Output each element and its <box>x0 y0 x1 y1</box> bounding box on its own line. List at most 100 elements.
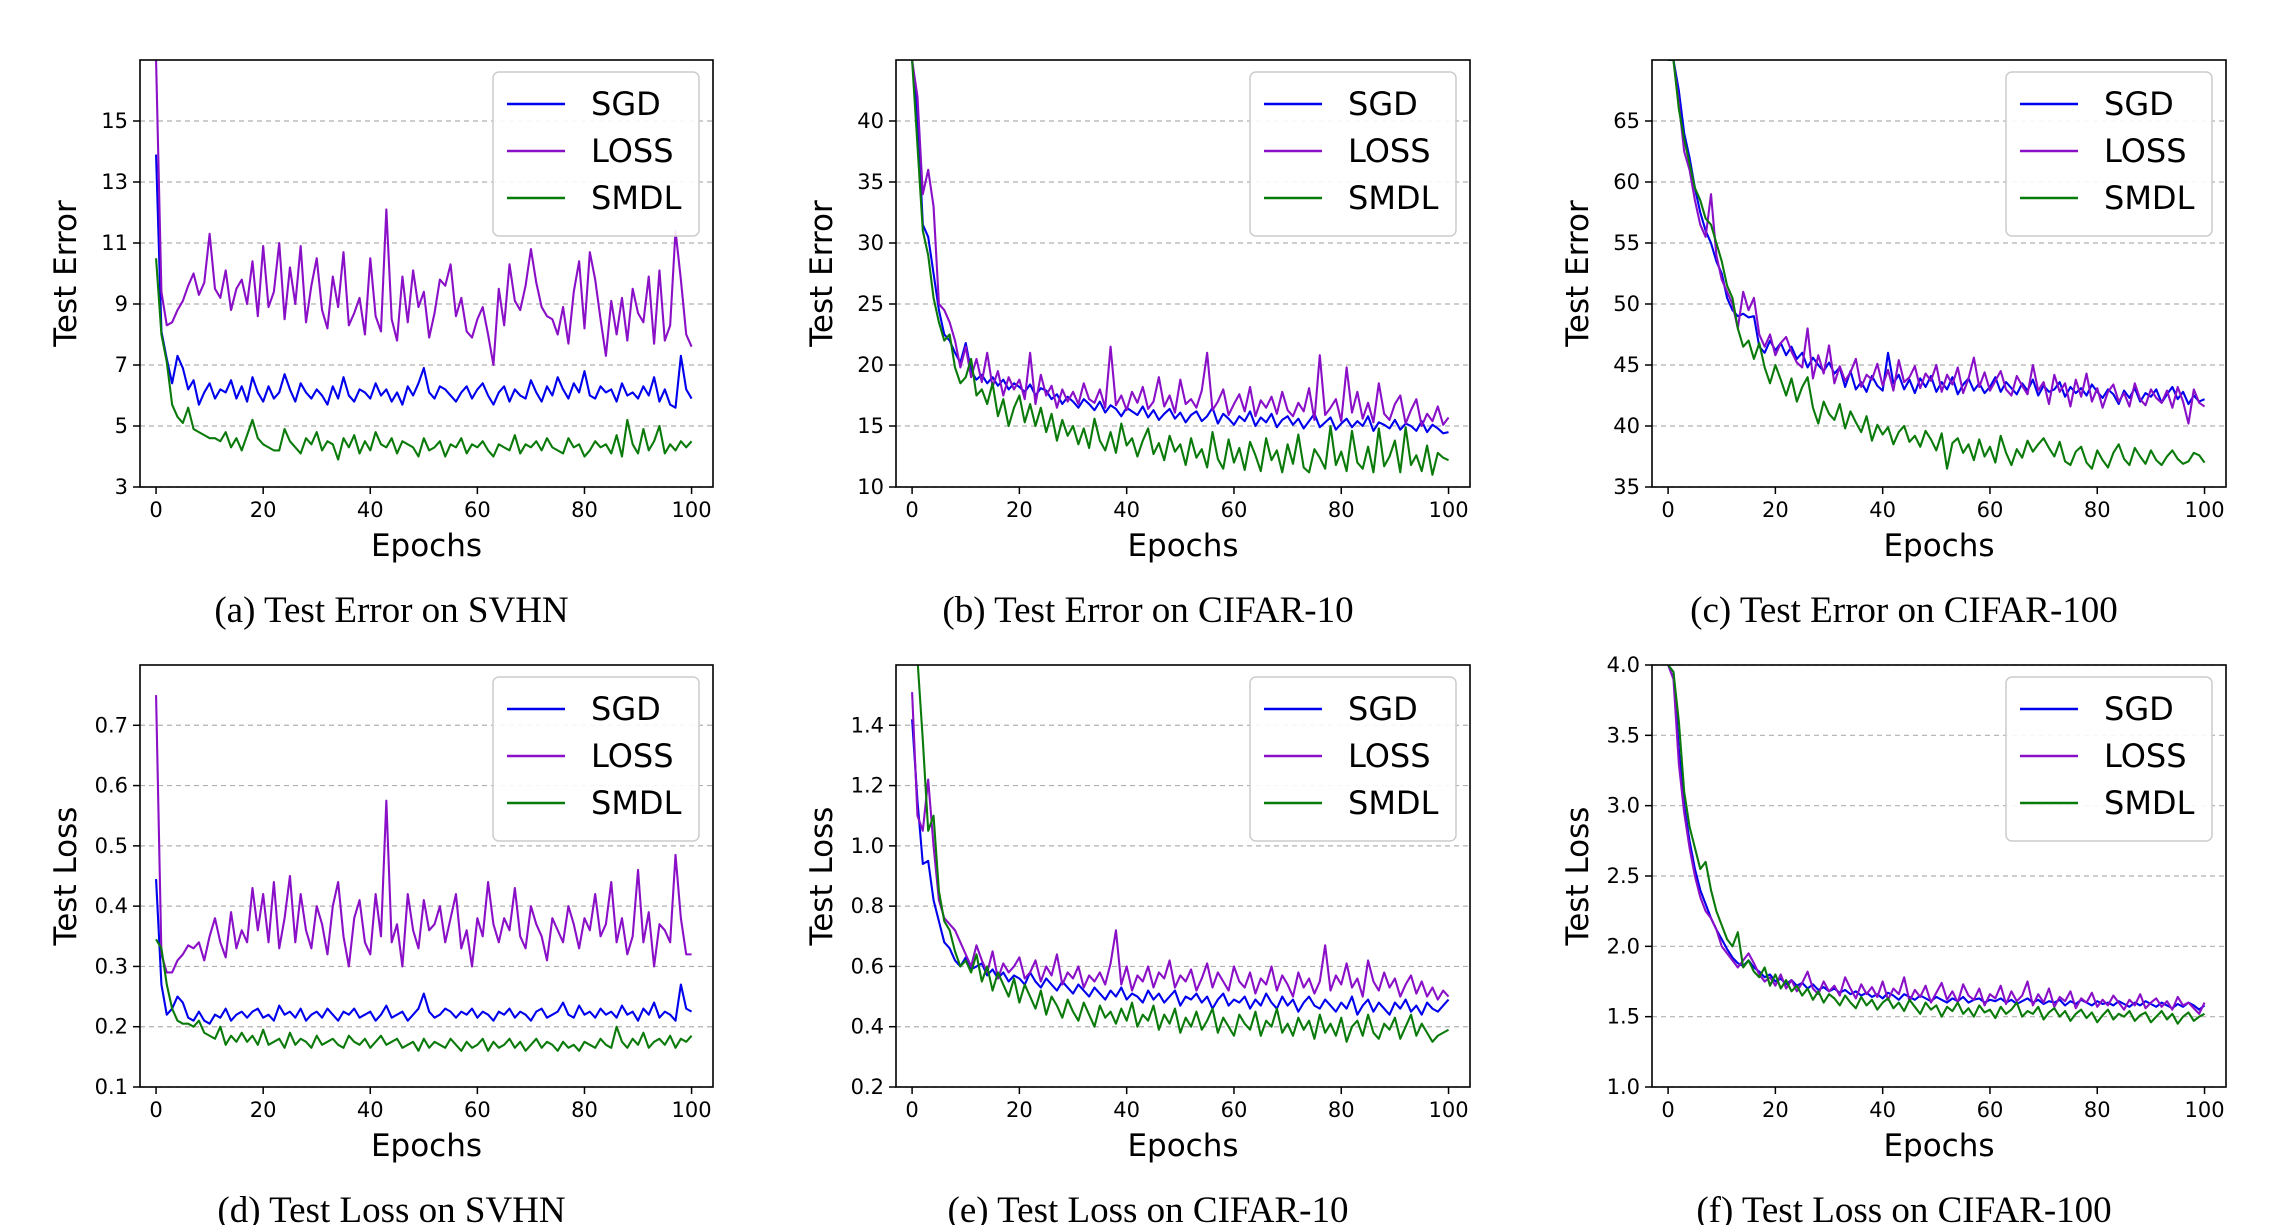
legend-box <box>2005 676 2213 842</box>
x-tick-label: 0 <box>905 498 918 522</box>
x-tick-label: 100 <box>1428 498 1468 522</box>
x-tick-label: 20 <box>1762 1098 1789 1122</box>
x-tick-label: 100 <box>1428 1098 1468 1122</box>
x-tick-label: 40 <box>1113 498 1140 522</box>
y-tick-label: 20 <box>857 353 884 377</box>
y-tick-label: 5 <box>115 414 128 438</box>
x-tick-label: 40 <box>1869 1098 1896 1122</box>
legend-label-loss: LOSS <box>2104 737 2187 775</box>
series-line-smdl <box>1668 60 2206 470</box>
legend-label-sgd: SGD <box>591 85 661 123</box>
y-tick-label: 0.6 <box>95 774 128 798</box>
series-line-sgd <box>1668 60 2205 406</box>
x-axis-label: Epochs <box>1883 528 1994 564</box>
x-tick-label: 80 <box>571 498 598 522</box>
y-tick-label: 4.0 <box>1607 653 1640 677</box>
x-axis-label: Epochs <box>1883 1128 1994 1164</box>
series-line-loss <box>1667 665 2206 1015</box>
legend-label-smdl: SMDL <box>1348 784 1439 822</box>
y-tick-label: 2.5 <box>1607 864 1640 888</box>
legend-label-sgd: SGD <box>2104 85 2174 123</box>
x-axis-label: Epochs <box>371 528 482 564</box>
chart-panel-2: 10 15 20 25 30 35 40 0 20 40 60 80 100 Epochs Test Err… <box>804 59 1471 631</box>
x-tick-label: 20 <box>1762 498 1789 522</box>
y-tick-label: 35 <box>857 170 884 194</box>
x-tick-label: 100 <box>672 1098 712 1122</box>
series-line-smdl <box>1667 665 2206 1025</box>
x-tick-label: 0 <box>149 498 162 522</box>
y-tick-label: 35 <box>1613 475 1640 499</box>
series-line-loss <box>911 60 1450 428</box>
x-tick-label: 100 <box>2184 1098 2224 1122</box>
x-tick-label: 60 <box>1977 1098 2004 1122</box>
chart-panel-1: 3 5 7 9 11 13 15 0 20 40 60 80 100 Epochs Test Error SG… <box>48 59 714 631</box>
x-tick-label: 80 <box>1328 498 1355 522</box>
x-tick-label: 60 <box>464 498 491 522</box>
series-line-smdl <box>911 60 1449 476</box>
x-tick-label: 60 <box>1221 498 1248 522</box>
legend-label-smdl: SMDL <box>2104 179 2195 217</box>
x-tick-label: 20 <box>1006 498 1033 522</box>
y-axis-label: Test Loss <box>1560 807 1596 947</box>
y-tick-label: 60 <box>1613 170 1640 194</box>
y-tick-label: 0.4 <box>95 894 128 918</box>
y-tick-label: 3 <box>115 475 128 499</box>
legend-box <box>1249 71 1457 237</box>
x-tick-label: 80 <box>2084 498 2111 522</box>
legend-label-smdl: SMDL <box>591 179 682 217</box>
legend-box <box>2005 71 2213 237</box>
series-line-loss <box>155 60 693 367</box>
y-tick-label: 2.0 <box>1607 934 1640 958</box>
series-line-loss <box>155 695 692 974</box>
x-tick-label: 0 <box>149 1098 162 1122</box>
y-tick-label: 0.6 <box>851 954 884 978</box>
series-line-sgd <box>911 60 1449 435</box>
x-tick-label: 80 <box>1328 1098 1355 1122</box>
x-tick-label: 80 <box>2084 1098 2111 1122</box>
y-tick-label: 1.5 <box>1607 1005 1640 1029</box>
legend-label-sgd: SGD <box>1348 85 1418 123</box>
y-tick-label: 45 <box>1613 353 1640 377</box>
axes-frame <box>895 59 1471 488</box>
y-tick-label: 0.7 <box>95 713 128 737</box>
axes-frame <box>1651 664 2227 1088</box>
x-axis-label: Epochs <box>1127 528 1238 564</box>
x-tick-label: 20 <box>1006 1098 1033 1122</box>
series-line-sgd <box>155 154 693 409</box>
x-tick-label: 100 <box>2184 498 2224 522</box>
legend-label-sgd: SGD <box>591 690 661 728</box>
y-tick-label: 1.4 <box>851 713 884 737</box>
x-tick-label: 40 <box>357 1098 384 1122</box>
y-tick-label: 13 <box>101 170 128 194</box>
y-tick-label: 30 <box>857 231 884 255</box>
x-tick-label: 40 <box>1113 1098 1140 1122</box>
y-tick-label: 11 <box>101 231 128 255</box>
x-tick-label: 60 <box>1221 1098 1248 1122</box>
panel-caption: (c) Test Error on CIFAR-100 <box>1690 590 2118 631</box>
series-line-sgd <box>911 719 1450 1016</box>
series-line-loss <box>1668 60 2206 425</box>
legend-box <box>492 71 700 237</box>
x-tick-label: 20 <box>250 498 277 522</box>
y-tick-label: 40 <box>1613 414 1640 438</box>
panel-caption: (d) Test Loss on SVHN <box>217 1190 565 1225</box>
legend-label-sgd: SGD <box>1348 690 1418 728</box>
legend-label-smdl: SMDL <box>2104 784 2195 822</box>
series-line-smdl <box>155 938 693 1052</box>
legend-box <box>492 676 700 842</box>
y-tick-label: 3.5 <box>1607 723 1640 747</box>
chart-panel-4: 0.1 0.2 0.3 0.4 0.5 0.6 0.7 0 20 40 60 80 100 Epochs T… <box>48 664 714 1225</box>
y-tick-label: 55 <box>1613 231 1640 255</box>
panel-caption: (a) Test Error on SVHN <box>214 590 568 631</box>
x-tick-label: 20 <box>250 1098 277 1122</box>
y-tick-label: 15 <box>101 109 128 133</box>
series-line-loss <box>911 692 1450 1001</box>
series-line-sgd <box>155 878 693 1025</box>
legend-label-loss: LOSS <box>591 132 674 170</box>
y-axis-label: Test Loss <box>804 807 840 947</box>
y-tick-label: 0.1 <box>95 1075 128 1099</box>
y-tick-label: 0.3 <box>95 954 128 978</box>
chart-panel-6: 1.0 1.5 2.0 2.5 3.0 3.5 4.0 0 20 40 60 80 100 Epochs T… <box>1560 653 2227 1225</box>
y-axis-label: Test Loss <box>48 807 84 947</box>
